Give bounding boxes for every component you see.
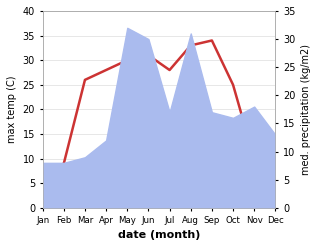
X-axis label: date (month): date (month) [118,230,200,240]
Y-axis label: max temp (C): max temp (C) [7,76,17,143]
Y-axis label: med. precipitation (kg/m2): med. precipitation (kg/m2) [301,44,311,175]
